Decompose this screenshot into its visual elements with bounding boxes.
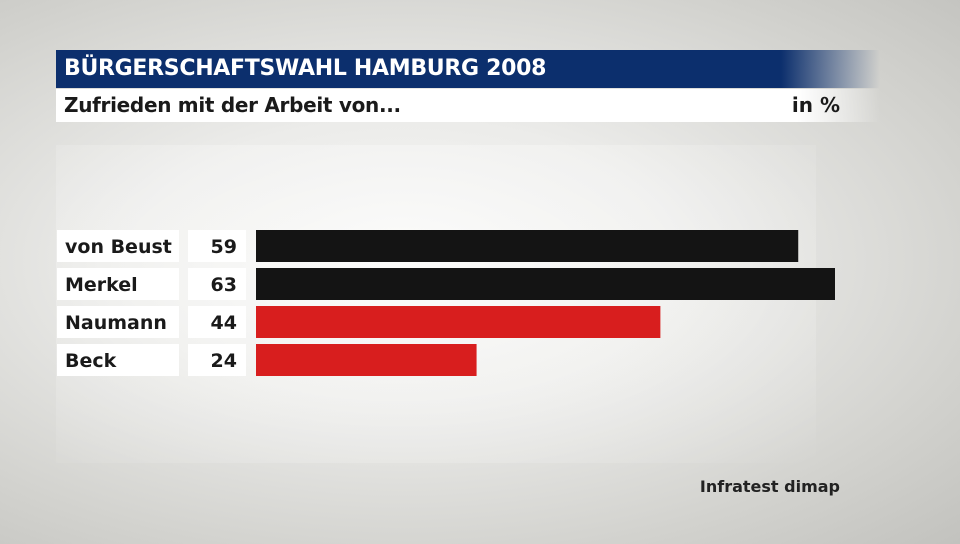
- category-label-box: [57, 268, 179, 300]
- category-label-box: [57, 230, 179, 262]
- category-label: Naumann: [65, 312, 167, 334]
- category-label: Merkel: [65, 274, 138, 296]
- title-bar: BÜRGERSCHAFTSWAHL HAMBURG 2008: [56, 50, 880, 88]
- value-label-box: [188, 306, 246, 338]
- bar: [256, 230, 799, 262]
- category-label: Beck: [65, 350, 117, 372]
- chart-title: BÜRGERSCHAFTSWAHL HAMBURG 2008: [64, 56, 547, 81]
- bar: [256, 268, 835, 300]
- value-label-box: [188, 230, 246, 262]
- source-label: Infratest dimap: [699, 477, 840, 496]
- value-label: 24: [211, 350, 237, 372]
- bar: [256, 344, 477, 376]
- category-label-box: [57, 344, 179, 376]
- value-label: 63: [211, 274, 237, 296]
- plot-background: [56, 145, 816, 463]
- value-label: 59: [211, 236, 237, 258]
- subtitle-bar: Zufrieden mit der Arbeit von... in %: [56, 89, 880, 122]
- chart-subtitle: Zufrieden mit der Arbeit von...: [64, 93, 401, 117]
- value-label-box: [188, 268, 246, 300]
- category-label-box: [57, 306, 179, 338]
- category-label: von Beust: [65, 236, 172, 258]
- unit-label: in %: [791, 93, 840, 117]
- value-label: 44: [211, 312, 237, 334]
- bar: [256, 306, 661, 338]
- value-label-box: [188, 344, 246, 376]
